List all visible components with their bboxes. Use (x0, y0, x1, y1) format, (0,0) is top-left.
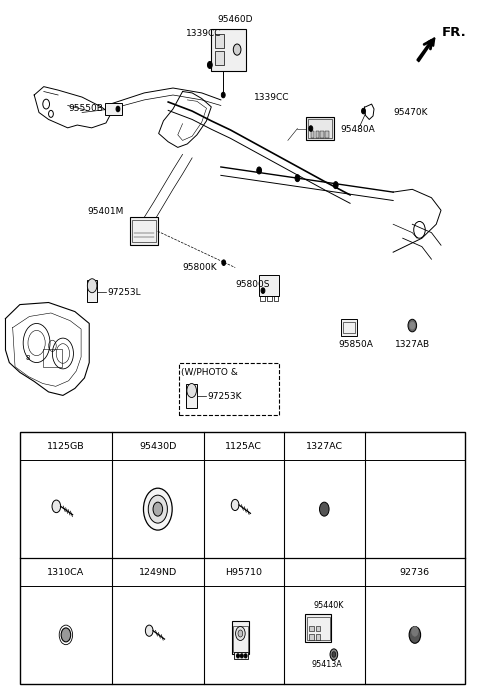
Text: H95710: H95710 (225, 568, 262, 577)
Text: 97253K: 97253K (207, 391, 242, 400)
Text: 95413A: 95413A (312, 659, 342, 668)
Text: 95460D: 95460D (217, 15, 253, 24)
Bar (232, 621, 249, 654)
Text: 95440K: 95440K (314, 601, 344, 610)
Text: 95800K: 95800K (182, 263, 217, 272)
Circle shape (221, 92, 225, 98)
Circle shape (408, 319, 417, 332)
Text: 95800S: 95800S (235, 280, 270, 289)
Bar (308, 120, 332, 138)
Circle shape (295, 174, 300, 181)
Circle shape (153, 502, 163, 516)
Bar (87, 280, 97, 302)
Text: 95401M: 95401M (88, 207, 124, 216)
Text: 95470K: 95470K (393, 108, 428, 117)
Text: (W/PHOTO &: (W/PHOTO & (181, 368, 238, 377)
Bar (307, 617, 330, 640)
Circle shape (333, 181, 338, 188)
Circle shape (52, 500, 60, 512)
Text: 1125AC: 1125AC (225, 442, 262, 451)
Circle shape (61, 628, 71, 642)
Circle shape (410, 322, 415, 329)
Text: 8: 8 (26, 356, 30, 361)
Circle shape (361, 108, 365, 114)
Bar (309, 626, 314, 631)
Text: 1249ND: 1249ND (139, 568, 177, 577)
Text: 1339CC: 1339CC (186, 29, 222, 38)
Bar (306, 117, 334, 141)
Bar (311, 131, 314, 138)
Text: 1327AC: 1327AC (306, 442, 343, 451)
Bar (20, 433, 465, 684)
Bar (321, 131, 324, 138)
Bar (234, 652, 248, 659)
Circle shape (187, 384, 196, 398)
Circle shape (309, 126, 313, 132)
Circle shape (207, 62, 212, 69)
Circle shape (233, 44, 241, 55)
Circle shape (145, 625, 153, 636)
Circle shape (222, 260, 226, 265)
Circle shape (320, 502, 329, 516)
Bar (105, 103, 122, 116)
Circle shape (332, 652, 336, 657)
Text: 95480A: 95480A (340, 125, 375, 134)
Bar (267, 295, 272, 301)
Circle shape (240, 654, 243, 658)
Text: 95850A: 95850A (338, 340, 373, 349)
Bar (316, 626, 321, 631)
Text: 95550B: 95550B (69, 104, 104, 113)
Bar (130, 217, 157, 245)
Circle shape (244, 654, 247, 658)
Text: FR.: FR. (442, 26, 467, 38)
Text: 1125GB: 1125GB (47, 442, 85, 451)
Text: 97253L: 97253L (107, 288, 141, 297)
Bar (309, 634, 314, 640)
Bar (316, 634, 321, 640)
Bar (211, 29, 246, 71)
Bar (343, 322, 355, 333)
Bar (186, 384, 197, 408)
Bar (305, 614, 332, 642)
Bar (316, 131, 319, 138)
Bar (325, 131, 328, 138)
Circle shape (144, 488, 172, 530)
Circle shape (330, 649, 338, 660)
Text: 95430D: 95430D (139, 442, 177, 451)
Bar (259, 274, 279, 295)
Text: 1327AB: 1327AB (395, 340, 430, 349)
Text: 92736: 92736 (400, 568, 430, 577)
Bar (215, 51, 224, 65)
Bar (179, 363, 279, 415)
Circle shape (257, 167, 262, 174)
Circle shape (237, 654, 240, 658)
Bar (341, 319, 357, 336)
Bar (260, 295, 265, 301)
Circle shape (116, 106, 120, 112)
Circle shape (261, 288, 265, 293)
Circle shape (238, 630, 243, 637)
Bar (215, 34, 224, 48)
Circle shape (231, 499, 239, 510)
Bar (132, 220, 156, 242)
Circle shape (148, 495, 168, 523)
Circle shape (409, 626, 420, 643)
Text: 1339CC: 1339CC (254, 92, 290, 102)
Text: 1310CA: 1310CA (48, 568, 84, 577)
Circle shape (411, 626, 418, 636)
Bar (43, 349, 62, 367)
Bar (233, 626, 248, 652)
Bar (274, 295, 278, 301)
Circle shape (87, 279, 97, 293)
Circle shape (236, 626, 245, 640)
